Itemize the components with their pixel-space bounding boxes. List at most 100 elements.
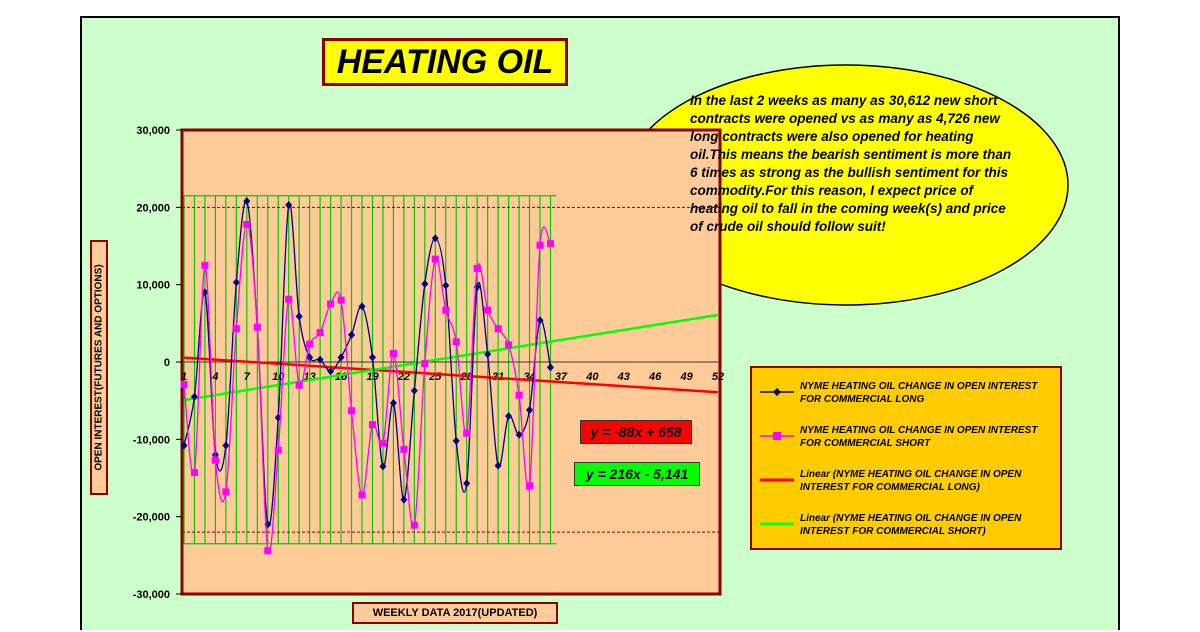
series-short-point (410, 521, 418, 529)
legend-item-short: NYME HEATING OIL CHANGE IN OPEN INTEREST… (760, 424, 1056, 458)
y-tick-label: 20,000 (136, 202, 170, 214)
series-long-point (421, 279, 429, 288)
series-short-point (473, 264, 481, 272)
y-tick-label: -20,000 (133, 512, 170, 524)
series-short-point (190, 469, 198, 477)
x-tick-label: 40 (585, 371, 599, 383)
series-long-point (484, 350, 492, 359)
legend-item-long: NYME HEATING OIL CHANGE IN OPEN INTEREST… (760, 380, 1056, 414)
x-tick-label: 46 (648, 371, 662, 383)
data-series (180, 197, 554, 555)
x-tick-label: 37 (555, 371, 568, 383)
series-short-point (348, 407, 356, 415)
series-short-point (201, 261, 209, 269)
series-long-point (285, 201, 293, 210)
series-short-point (180, 380, 188, 388)
series-long-point (368, 353, 376, 362)
legend-label-long: NYME HEATING OIL CHANGE IN OPEN INTEREST… (800, 381, 1038, 405)
x-tick-label: 7 (244, 371, 251, 383)
series-short-point (337, 296, 345, 304)
series-long-point (222, 441, 230, 450)
series-long-point (410, 386, 418, 395)
x-axis-label-box: WEEKLY DATA 2017(UPDATED) (352, 602, 558, 624)
series-short-point (431, 255, 439, 263)
legend-label-short: NYME HEATING OIL CHANGE IN OPEN INTEREST… (800, 425, 1038, 449)
series-short-point (243, 220, 251, 228)
legend-item-linear-long: Linear (NYME HEATING OIL CHANGE IN OPEN … (760, 468, 1056, 502)
series-short-point (295, 381, 303, 389)
series-short-point (463, 429, 471, 437)
series-long-point (306, 353, 314, 362)
y-tick-label: -30,000 (133, 589, 170, 601)
legend: NYME HEATING OIL CHANGE IN OPEN INTEREST… (750, 366, 1062, 550)
series-long-point (295, 312, 303, 321)
legend-label-linear-long: Linear (NYME HEATING OIL CHANGE IN OPEN … (800, 469, 1022, 493)
chart-svg: 30,000 20,000 10,000 0 -10,000 -20,000 -30,000… (133, 64, 1069, 601)
series-long-point (232, 278, 240, 287)
series-short-point (526, 482, 534, 490)
series-short-point (536, 241, 544, 249)
series-short-point (400, 445, 408, 453)
y-tick-label: -10,000 (133, 434, 170, 446)
series-short-point (379, 439, 387, 447)
chart-title-box: HEATING OIL (322, 38, 568, 86)
series-long-point (348, 330, 356, 339)
legend-short-marker-icon (760, 432, 794, 440)
series-short-point (306, 340, 314, 348)
chart-panel: 30,000 20,000 10,000 0 -10,000 -20,000 -30,000… (80, 16, 1120, 630)
series-long-point (463, 479, 471, 488)
series-short-point (358, 491, 366, 499)
series-short-point (274, 446, 282, 454)
series-short-point (232, 325, 240, 333)
series-short-point (389, 349, 397, 357)
trendline-short-equation: y = 216x - 5,141 (574, 462, 700, 486)
y-axis-label: OPEN INTEREST(FUTURES AND OPTIONS) (93, 264, 105, 471)
series-short-point (546, 240, 554, 248)
series-long-point (546, 363, 554, 372)
series-long-point (400, 495, 408, 504)
legend-linear-short-line-icon (760, 522, 794, 526)
series-short-point (484, 306, 492, 314)
series-long-point (526, 405, 534, 414)
y-tick-label: 30,000 (136, 125, 170, 137)
legend-item-linear-short: Linear (NYME HEATING OIL CHANGE IN OPEN … (760, 512, 1056, 546)
series-short-point (316, 329, 324, 337)
series-short-point (505, 341, 513, 349)
series-short-point (222, 488, 230, 496)
series-short-point (452, 338, 460, 346)
x-axis-label: WEEKLY DATA 2017(UPDATED) (372, 607, 538, 619)
series-short-point (264, 547, 272, 555)
x-tick-label: 19 (366, 371, 379, 383)
series-long-point (180, 441, 188, 450)
trendline-long-equation: y = -88x + 658 (580, 420, 692, 444)
x-tick-label: 22 (397, 371, 410, 383)
x-tick-label: 4 (211, 371, 218, 383)
trendline-long (183, 356, 719, 394)
y-tick-label: 0 (164, 357, 170, 369)
series-long-point (442, 281, 450, 290)
x-tick-label: 1 (181, 371, 187, 383)
series-short-point (368, 421, 376, 429)
x-tick-label: 43 (617, 371, 630, 383)
annotation-text: In the last 2 weeks as many as 30,612 ne… (690, 93, 1012, 234)
series-long-point (536, 316, 544, 325)
series-long-point (316, 355, 324, 364)
series-long-point (494, 461, 502, 470)
series-short-point (442, 306, 450, 314)
series-long-point (515, 430, 523, 439)
x-tick-label: 16 (335, 371, 348, 383)
series-short-point (494, 325, 502, 333)
series-long-point (358, 302, 366, 311)
series-long-point (327, 367, 335, 376)
series-long-point (389, 398, 397, 407)
series-long-point (452, 436, 460, 445)
series-short-point (421, 360, 429, 368)
series-long-point (505, 412, 513, 421)
series-long-point (190, 392, 198, 401)
series-short-point (515, 391, 523, 399)
y-tick-label: 10,000 (136, 280, 170, 292)
legend-label-linear-short: Linear (NYME HEATING OIL CHANGE IN OPEN … (800, 513, 1022, 537)
series-short-point (285, 295, 293, 303)
legend-long-marker-icon (760, 388, 794, 396)
series-long-point (337, 353, 345, 362)
